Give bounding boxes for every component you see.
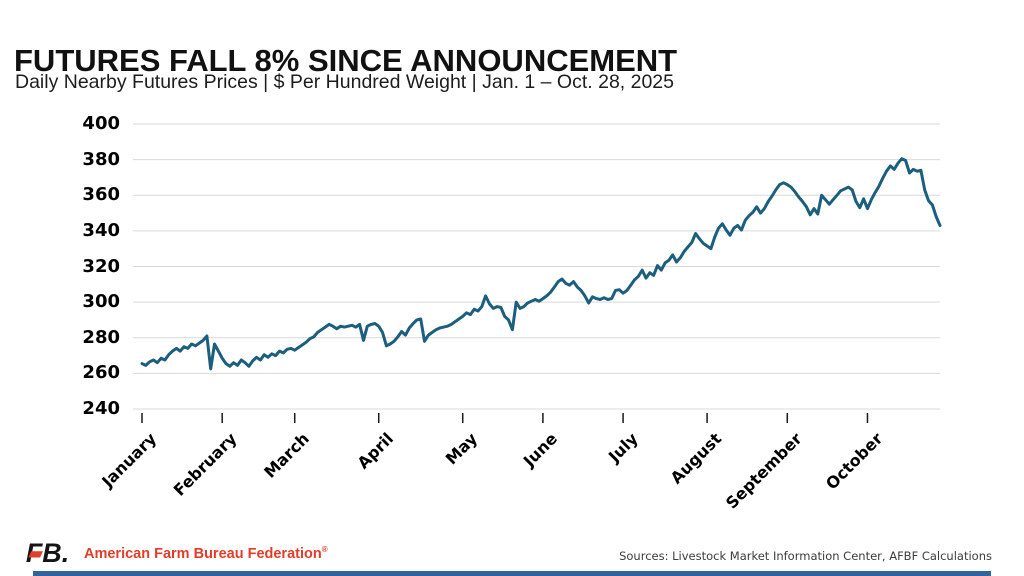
registered-mark: ® [321,545,328,554]
brand-name: American Farm Bureau Federation® [84,545,328,562]
chart-subtitle: Daily Nearby Futures Prices | $ Per Hund… [15,71,675,93]
fb-logo-icon: FB. [26,538,69,568]
y-axis-label: 400 [82,113,120,134]
y-axis-label: 260 [82,362,120,384]
price-line [140,157,942,371]
y-axis-label: 240 [82,398,120,419]
y-axis-label: 340 [82,219,120,241]
y-axis-label: 300 [82,291,120,313]
afbf-logo: FB. [25,538,77,573]
y-axis-label: 380 [82,148,120,170]
chart-title: FUTURES FALL 8% SINCE ANNOUNCEMENT [14,42,678,78]
bottom-accent-bar [33,571,991,576]
y-axis-label: 280 [82,326,120,348]
y-axis-label: 360 [82,184,120,206]
y-axis-label: 320 [82,255,120,277]
sources-note: Sources: Livestock Market Information Ce… [619,549,992,563]
fb-logo-red-stripe [28,551,43,558]
